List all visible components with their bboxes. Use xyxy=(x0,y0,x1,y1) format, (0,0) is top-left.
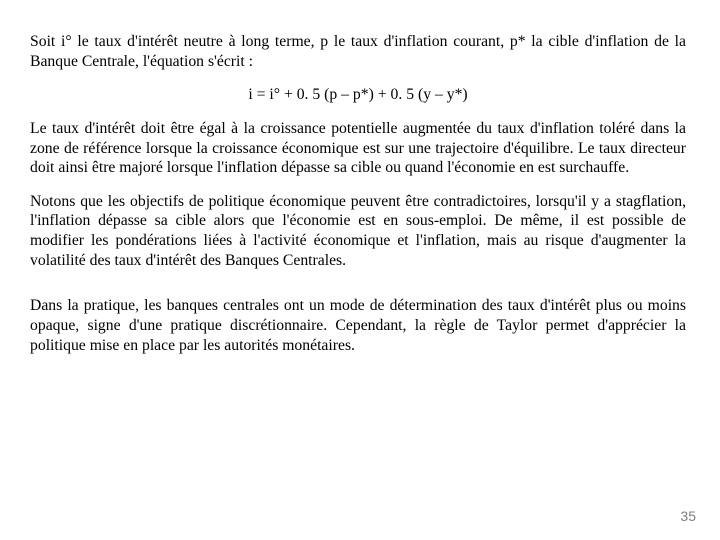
paragraph-intro: Soit i° le taux d'intérêt neutre à long … xyxy=(30,32,686,71)
document-page: Soit i° le taux d'intérêt neutre à long … xyxy=(0,0,720,540)
taylor-equation: i = i° + 0. 5 (p – p*) + 0. 5 (y – y*) xyxy=(30,85,686,105)
page-number: 35 xyxy=(680,508,696,524)
paragraph-explanation: Le taux d'intérêt doit être égal à la cr… xyxy=(30,119,686,178)
paragraph-practice: Dans la pratique, les banques centrales … xyxy=(30,296,686,355)
paragraph-objectives: Notons que les objectifs de politique éc… xyxy=(30,192,686,271)
